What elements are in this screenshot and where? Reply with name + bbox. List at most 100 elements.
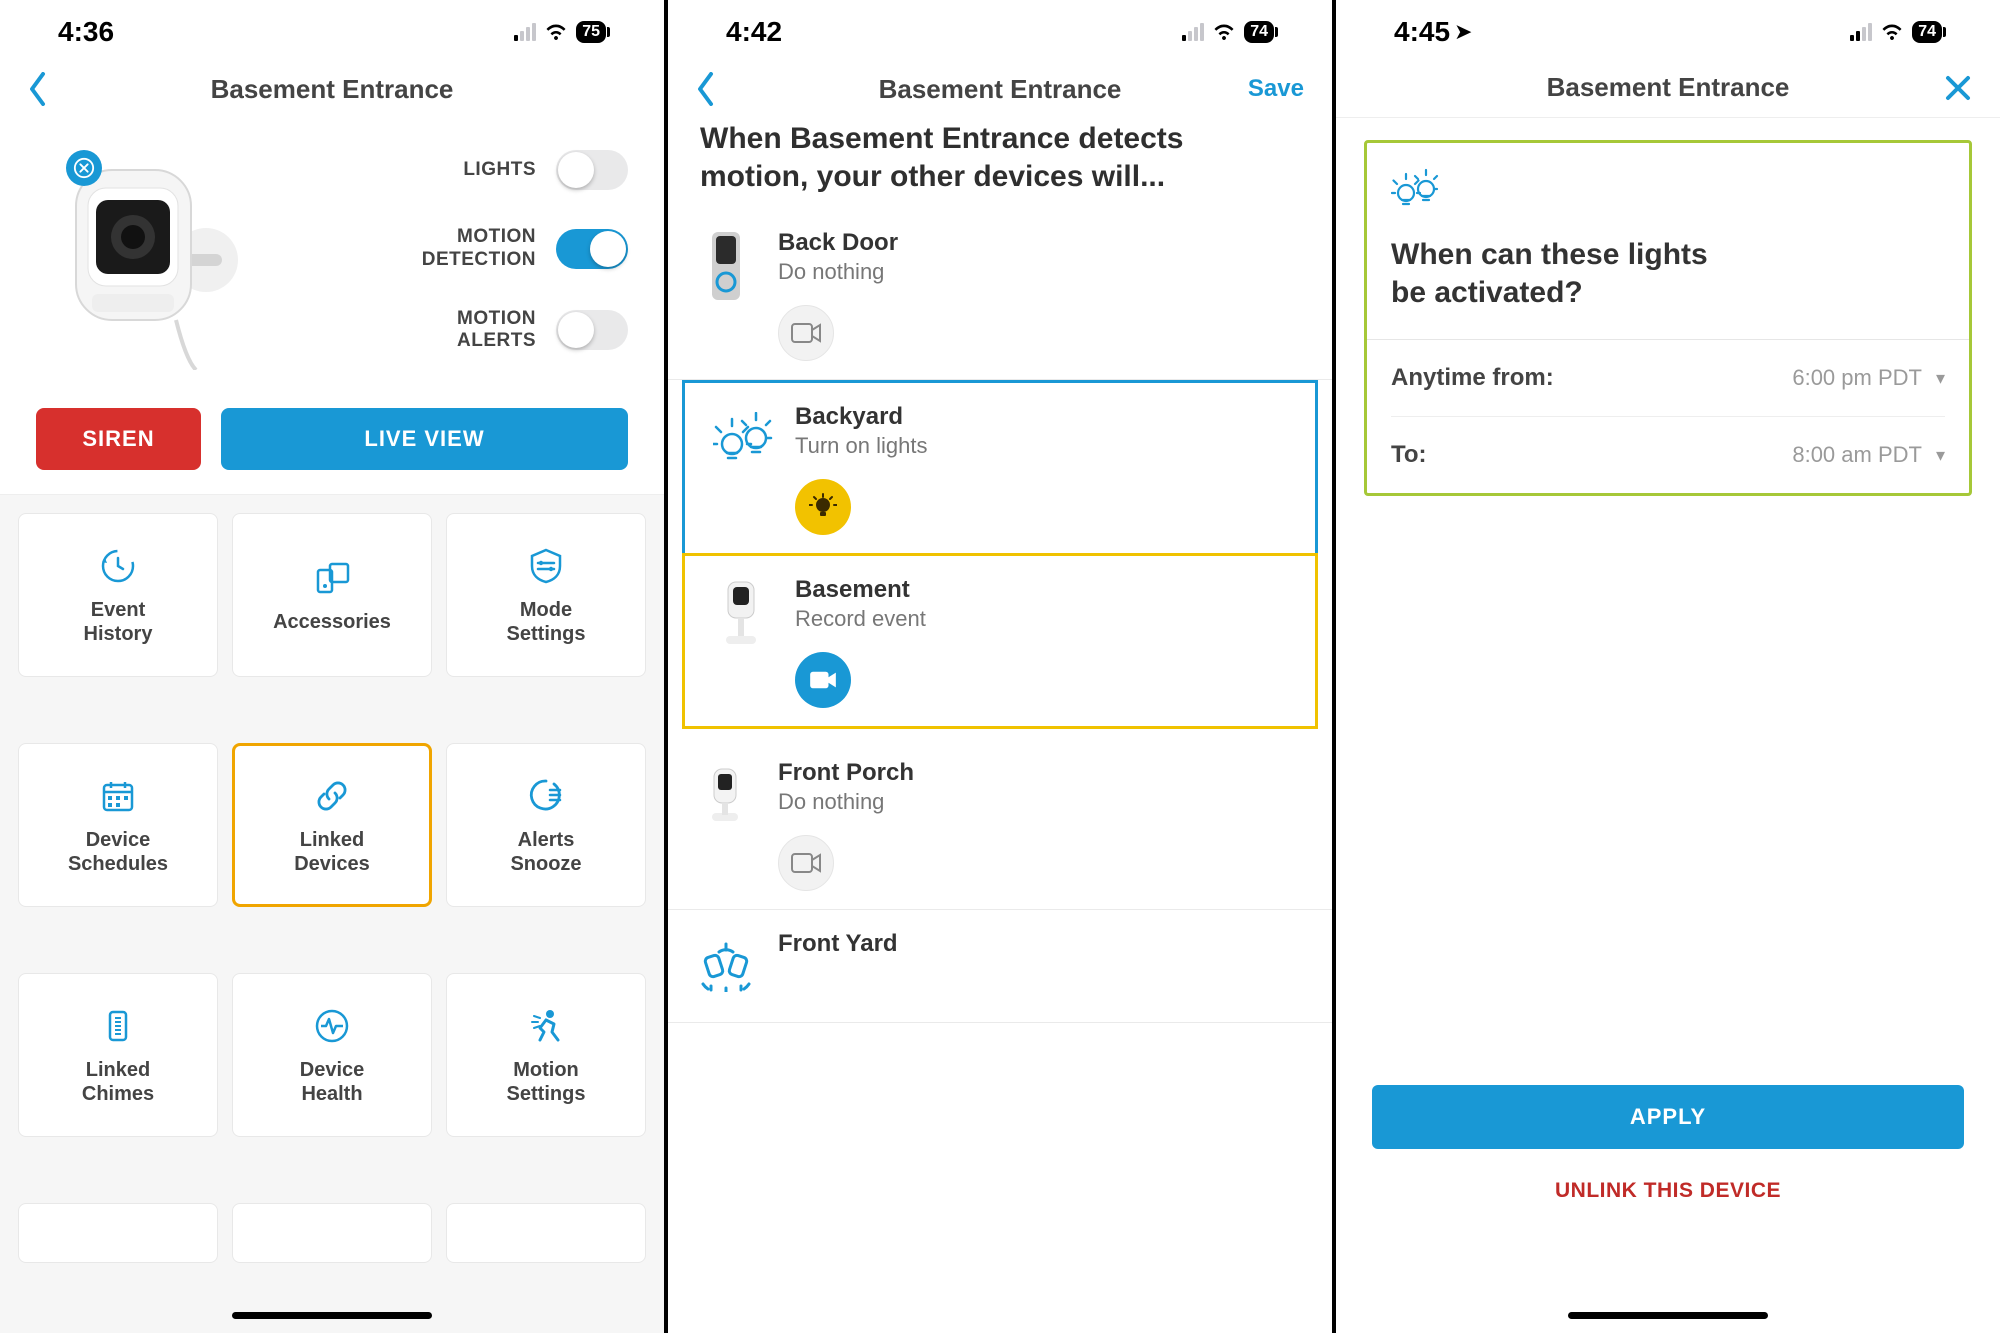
tile-health[interactable]: Device Health	[232, 973, 432, 1137]
status-bar: 4:42 74	[668, 0, 1332, 64]
record-action-chip[interactable]	[795, 652, 851, 708]
screen-linked-devices: 4:42 74 Basement Entrance Save When Base…	[664, 0, 1332, 1333]
chevron-down-icon: ▾	[1936, 445, 1945, 466]
tile-history[interactable]: Event History	[18, 513, 218, 677]
device-name: Backyard	[795, 403, 1299, 431]
toggle-list: LIGHTS MOTION DETECTION MOTION ALERTS	[281, 130, 628, 390]
linked-device-item[interactable]: Front Porch Do nothing	[668, 739, 1332, 910]
tile-mode[interactable]: Mode Settings	[446, 513, 646, 677]
save-button[interactable]: Save	[1244, 75, 1304, 103]
linked-device-item[interactable]: Back Door Do nothing	[668, 209, 1332, 380]
cta-row: SIREN LIVE VIEW	[0, 390, 664, 494]
nav-bar: Basement Entrance Save	[668, 64, 1332, 120]
location-icon: ➤	[1454, 19, 1472, 45]
back-button[interactable]	[28, 72, 88, 106]
wifi-icon	[1880, 20, 1904, 45]
tile-chime[interactable]: Linked Chimes	[18, 973, 218, 1137]
tile-stub[interactable]	[18, 1203, 218, 1263]
unlink-device-button[interactable]: UNLINK THIS DEVICE	[1372, 1179, 1964, 1203]
toggle-label: MOTION DETECTION	[422, 226, 536, 272]
tile-stub[interactable]	[446, 1203, 646, 1263]
tile-label: Device Health	[300, 1058, 365, 1106]
device-thumbnail	[713, 576, 773, 650]
tile-grid[interactable]: Event History Accessories Mode Settings …	[0, 494, 664, 1333]
footer-actions: APPLY UNLINK THIS DEVICE	[1336, 1085, 2000, 1333]
tile-snooze[interactable]: Alerts Snooze	[446, 743, 646, 907]
snooze-icon	[526, 774, 566, 818]
apply-button[interactable]: APPLY	[1372, 1085, 1964, 1149]
wifi-icon	[1212, 20, 1236, 45]
status-time: 4:42	[726, 16, 782, 48]
status-bar: 4:45 ➤ 74	[1336, 0, 2000, 64]
linked-device-item[interactable]: Basement Record event	[682, 553, 1318, 729]
lights-switch[interactable]	[556, 150, 628, 190]
chevron-down-icon: ▾	[1936, 368, 1945, 389]
tile-schedule[interactable]: Device Schedules	[18, 743, 218, 907]
tile-label: Alerts Snooze	[510, 828, 581, 876]
toggle-label: MOTION ALERTS	[457, 308, 536, 354]
health-icon	[312, 1004, 352, 1048]
device-action-label: Do nothing	[778, 789, 1316, 815]
linked-device-item[interactable]: Front Yard	[668, 910, 1332, 1023]
tile-label: Device Schedules	[68, 828, 168, 876]
cellular-signal-icon	[1850, 23, 1872, 41]
home-indicator[interactable]	[232, 1312, 432, 1319]
device-image	[36, 130, 271, 390]
status-time: 4:45	[1394, 16, 1450, 48]
status-time: 4:36	[58, 16, 114, 48]
device-thumbnail	[696, 930, 756, 1004]
siren-button[interactable]: SIREN	[36, 408, 201, 470]
schedule-card: When can these lights be activated? Anyt…	[1364, 140, 1972, 496]
device-name: Front Porch	[778, 759, 1316, 787]
linked-device-list[interactable]: Back Door Do nothing Backyard Turn on li…	[668, 209, 1332, 1333]
device-name: Basement	[795, 576, 1299, 604]
tile-accessories[interactable]: Accessories	[232, 513, 432, 677]
page-title: Basement Entrance	[1547, 72, 1790, 103]
battery-indicator: 74	[1912, 21, 1942, 43]
tile-link[interactable]: Linked Devices	[232, 743, 432, 907]
device-action-label: Turn on lights	[795, 433, 1299, 459]
device-status-badge	[66, 150, 102, 186]
tile-label: Motion Settings	[507, 1058, 586, 1106]
device-name: Front Yard	[778, 930, 1316, 958]
from-time-row[interactable]: Anytime from: 6:00 pm PDT▾	[1391, 340, 1945, 417]
tile-label: Event History	[84, 598, 153, 646]
toggle-label: LIGHTS	[463, 159, 536, 182]
link-icon	[312, 774, 352, 818]
device-action-label: Record event	[795, 606, 1299, 632]
page-title: Basement Entrance	[879, 74, 1122, 105]
to-time-row[interactable]: To: 8:00 am PDT▾	[1391, 417, 1945, 493]
record-action-chip[interactable]	[778, 305, 834, 361]
live-view-button[interactable]: LIVE VIEW	[221, 408, 628, 470]
row-label: To:	[1391, 441, 1427, 469]
motion-detection-switch[interactable]	[556, 229, 628, 269]
action-chip-row	[795, 652, 1299, 708]
schedule-question: When can these lights be activated?	[1391, 236, 1731, 311]
toggle-motion-alerts: MOTION ALERTS	[281, 308, 628, 354]
device-hero: LIGHTS MOTION DETECTION MOTION ALERTS	[0, 120, 664, 390]
device-action-label: Do nothing	[778, 259, 1316, 285]
history-icon	[98, 544, 138, 588]
from-time-value: 6:00 pm PDT▾	[1792, 365, 1945, 391]
tile-motion[interactable]: Motion Settings	[446, 973, 646, 1137]
motion-alerts-switch[interactable]	[556, 310, 628, 350]
status-icons: 74	[1850, 20, 1942, 45]
home-indicator[interactable]	[1568, 1312, 1768, 1319]
status-icons: 74	[1182, 20, 1274, 45]
accessories-icon	[312, 556, 352, 600]
device-thumbnail	[713, 403, 773, 477]
chime-icon	[98, 1004, 138, 1048]
back-button[interactable]	[696, 72, 756, 106]
action-chip-row	[778, 305, 1316, 361]
action-chip-row	[778, 835, 1316, 891]
record-action-chip[interactable]	[778, 835, 834, 891]
schedule-icon	[98, 774, 138, 818]
battery-indicator: 74	[1244, 21, 1274, 43]
close-button[interactable]	[1912, 74, 1972, 102]
toggle-motion-detection: MOTION DETECTION	[281, 226, 628, 272]
light-action-chip[interactable]	[795, 479, 851, 535]
mode-icon	[526, 544, 566, 588]
tile-stub[interactable]	[232, 1203, 432, 1263]
motion-icon	[526, 1004, 566, 1048]
linked-device-item[interactable]: Backyard Turn on lights	[682, 380, 1318, 556]
